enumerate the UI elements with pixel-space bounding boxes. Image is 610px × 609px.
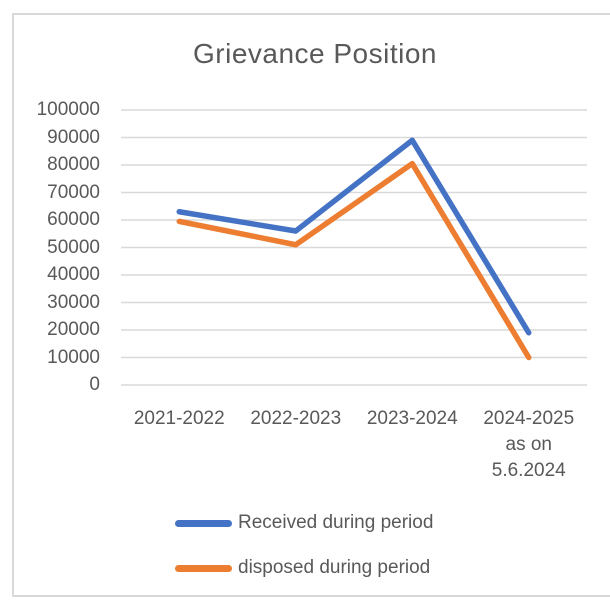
legend-swatch-icon bbox=[175, 519, 232, 527]
y-tick-label: 60000 bbox=[47, 209, 100, 230]
x-category-label-line: 2022-2023 bbox=[250, 408, 342, 429]
x-category-label: 2024-2025 as on 5.6.2024 bbox=[483, 406, 574, 484]
y-tick-label: 30000 bbox=[47, 291, 100, 313]
x-category-label-line: 5.6.2024 bbox=[491, 460, 566, 481]
series-line-1 bbox=[176, 160, 532, 361]
legend-item: Received during period bbox=[175, 511, 433, 535]
x-category-label: 2021-2022 bbox=[134, 406, 225, 432]
y-tick-label: 90000 bbox=[47, 126, 100, 148]
y-tick-label: 40000 bbox=[47, 264, 100, 285]
series-line-0 bbox=[176, 137, 532, 336]
x-category-label-line: as on bbox=[505, 434, 552, 455]
y-tick-label: 50000 bbox=[47, 236, 100, 258]
legend-label: Received during period bbox=[238, 512, 434, 533]
x-category-label-line: 2023-2024 bbox=[366, 408, 458, 429]
x-category-label-line: 2021-2022 bbox=[133, 408, 225, 429]
legend-label: disposed during period bbox=[238, 557, 431, 578]
x-category-label-line: 2024-2025 bbox=[483, 408, 575, 429]
x-category-label: 2022-2023 bbox=[250, 406, 341, 432]
legend-swatch-icon bbox=[175, 564, 232, 572]
legend-item: disposed during period bbox=[175, 556, 430, 580]
x-category-label: 2023-2024 bbox=[367, 406, 458, 432]
y-tick-label: 100000 bbox=[36, 99, 100, 120]
chart-title: Grievance Position bbox=[192, 38, 438, 69]
y-tick-label: 10000 bbox=[47, 346, 100, 368]
y-tick-label: 20000 bbox=[47, 319, 100, 340]
y-tick-label: 80000 bbox=[47, 154, 100, 175]
y-tick-label: 0 bbox=[89, 374, 100, 395]
y-tick-label: 70000 bbox=[47, 181, 100, 203]
